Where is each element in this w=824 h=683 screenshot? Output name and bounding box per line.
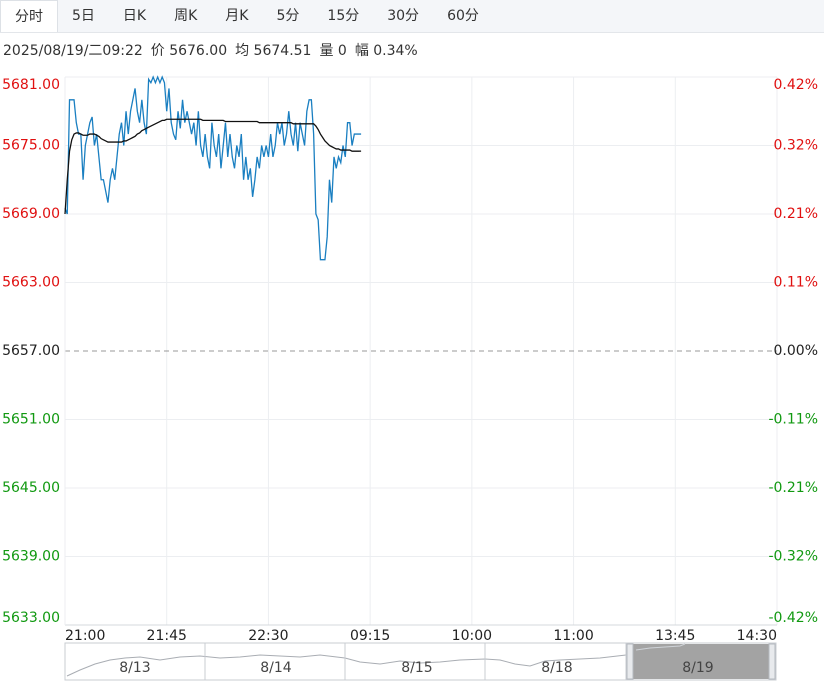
quote-info: 2025/08/19/二09:22 价 5676.00 均 5674.51 量 0 幅 … <box>3 40 426 60</box>
y-tick-label: 5681.00 <box>2 77 60 93</box>
navigator-label: 8/18 <box>541 660 572 676</box>
info-item: 价 5676.00 <box>150 43 228 59</box>
y2-tick-label: 0.42% <box>774 77 818 93</box>
navigator-sparkline <box>635 643 686 651</box>
navigator-label: 8/14 <box>260 660 292 676</box>
navigator-handle[interactable] <box>768 643 776 680</box>
y2-tick-label: -0.42% <box>768 610 818 626</box>
y-tick-label: 5645.00 <box>2 480 60 496</box>
info-item: 量 0 <box>319 43 347 59</box>
navigator-label: 8/15 <box>401 660 432 676</box>
y2-tick-label: 0.21% <box>774 206 818 222</box>
period-tab[interactable]: 5日 <box>72 8 95 24</box>
y2-tick-label: 0.32% <box>774 138 818 154</box>
price-line <box>64 75 362 261</box>
x-tick-label: 11:00 <box>553 628 593 644</box>
period-tab[interactable]: 月K <box>225 8 249 24</box>
period-tab[interactable]: 60分 <box>447 8 479 24</box>
x-tick-label: 10:00 <box>452 628 492 644</box>
y-tick-label: 5675.00 <box>2 138 60 154</box>
navigator-label: 8/19 <box>682 660 713 676</box>
y-tick-label: 5651.00 <box>2 412 60 428</box>
y2-tick-label: 0.11% <box>774 275 818 291</box>
navigator-label: 8/13 <box>119 660 150 676</box>
navigator-handle[interactable] <box>626 643 634 680</box>
x-tick-label: 09:15 <box>350 628 390 644</box>
info-item: 2025/08/19/二09:22 <box>3 43 143 59</box>
period-tab[interactable]: 分时 <box>0 0 58 32</box>
navigator: 8/13 8/14 8/15 8/18 8/19 <box>64 642 777 681</box>
x-tick-label: 14:30 <box>737 628 777 644</box>
navigator-selection[interactable] <box>632 644 770 679</box>
period-tab[interactable]: 周K <box>174 8 198 24</box>
y-tick-label: 5639.00 <box>2 549 60 565</box>
y2-tick-label: -0.21% <box>768 480 818 496</box>
info-item: 均 5674.51 <box>235 43 312 59</box>
y2-tick-label: 0.00% <box>774 343 818 359</box>
period-tab[interactable]: 15分 <box>327 8 360 24</box>
y2-tick-label: -0.11% <box>768 412 818 428</box>
period-tab[interactable]: 30分 <box>387 8 420 24</box>
y2-tick-label: -0.32% <box>768 549 818 565</box>
price-line <box>64 118 362 215</box>
period-tab[interactable]: 日K <box>122 8 147 24</box>
y-tick-label: 5633.00 <box>2 610 60 626</box>
x-tick-label: 21:45 <box>147 628 187 644</box>
x-tick-label: 21:00 <box>65 628 105 644</box>
period-tab[interactable]: 5分 <box>276 8 300 24</box>
y-tick-label: 5657.00 <box>2 343 60 359</box>
x-tick-label: 22:30 <box>248 628 288 644</box>
info-item: 幅 0.34% <box>354 43 418 59</box>
y-tick-label: 5663.00 <box>2 275 60 291</box>
x-tick-label: 13:45 <box>655 628 695 644</box>
period-tabs: 分时 5日 日K 周K 月K 5分 15分 30分 60分 <box>0 0 824 33</box>
y-tick-label: 5669.00 <box>2 206 60 222</box>
